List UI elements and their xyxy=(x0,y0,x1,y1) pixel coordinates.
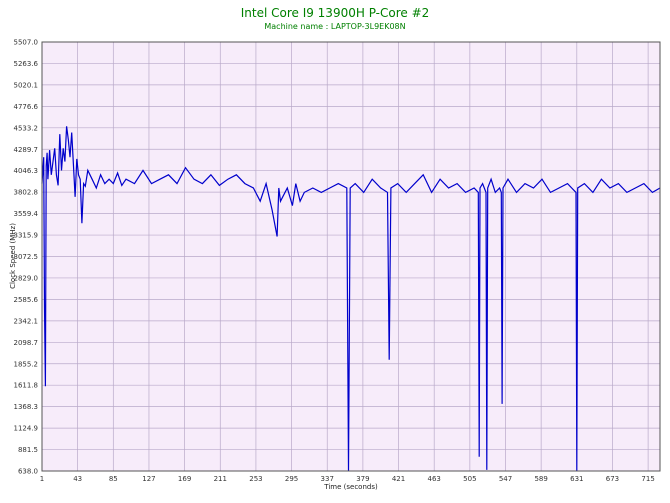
x-axis-label: Time (seconds) xyxy=(323,483,378,491)
x-tick-label: 463 xyxy=(428,475,441,483)
series-line xyxy=(41,126,661,471)
y-tick-label: 3802.8 xyxy=(14,189,39,197)
y-tick-label: 5263.6 xyxy=(14,60,39,68)
x-tick-label: 295 xyxy=(285,475,298,483)
y-axis-ticks: 5507.0 5263.6 5020.1 4776.6 4533.2 4289.7 4046… xyxy=(14,39,39,476)
y-tick-label: 2098.7 xyxy=(14,339,39,347)
y-tick-label: 5507.0 xyxy=(14,39,39,47)
y-tick-label: 1368.3 xyxy=(14,403,39,411)
x-tick-label: 505 xyxy=(463,475,476,483)
chart-subtitle: Machine name : LAPTOP-3L9EK08N xyxy=(264,22,406,31)
x-tick-label: 673 xyxy=(606,475,619,483)
y-tick-label: 3559.4 xyxy=(14,210,39,218)
y-tick-label: 1611.8 xyxy=(14,382,39,390)
x-tick-label: 715 xyxy=(641,475,654,483)
x-tick-label: 589 xyxy=(534,475,547,483)
y-tick-label: 3072.5 xyxy=(14,253,39,261)
y-tick-label: 4533.2 xyxy=(14,124,39,132)
y-tick-label: 2829.0 xyxy=(14,274,39,282)
x-tick-label: 127 xyxy=(142,475,155,483)
y-tick-label: 2342.1 xyxy=(14,317,39,325)
x-tick-label: 211 xyxy=(214,475,227,483)
x-tick-label: 253 xyxy=(249,475,262,483)
grid-lines xyxy=(41,41,660,472)
x-tick-label: 85 xyxy=(109,475,118,483)
x-tick-label: 631 xyxy=(570,475,583,483)
y-tick-label: 4776.6 xyxy=(14,103,39,111)
x-tick-label: 43 xyxy=(73,475,82,483)
y-tick-label: 3315.9 xyxy=(14,232,39,240)
y-tick-label: 4289.7 xyxy=(14,146,39,154)
chart-title: Intel Core I9 13900H P-Core #2 xyxy=(240,6,430,20)
x-tick-label: 1 xyxy=(40,475,44,483)
plot-border xyxy=(41,41,661,472)
x-tick-label: 547 xyxy=(499,475,512,483)
x-tick-label: 379 xyxy=(356,475,369,483)
x-axis-ticks: 1 43 85 127 169 211 253 295 337 379 421 463 505 547 58… xyxy=(40,475,655,483)
y-tick-label: 1124.9 xyxy=(14,425,39,433)
y-tick-label: 638.0 xyxy=(18,468,38,476)
x-tick-label: 421 xyxy=(392,475,405,483)
y-axis-label: Clock Speed (MHz) xyxy=(9,223,17,289)
y-tick-label: 2585.6 xyxy=(14,296,39,304)
x-tick-label: 337 xyxy=(321,475,334,483)
y-tick-label: 881.5 xyxy=(18,446,38,454)
y-tick-label: 4046.3 xyxy=(14,167,39,175)
x-tick-label: 169 xyxy=(178,475,191,483)
y-tick-label: 5020.1 xyxy=(14,81,39,89)
y-tick-label: 1855.2 xyxy=(14,360,39,368)
